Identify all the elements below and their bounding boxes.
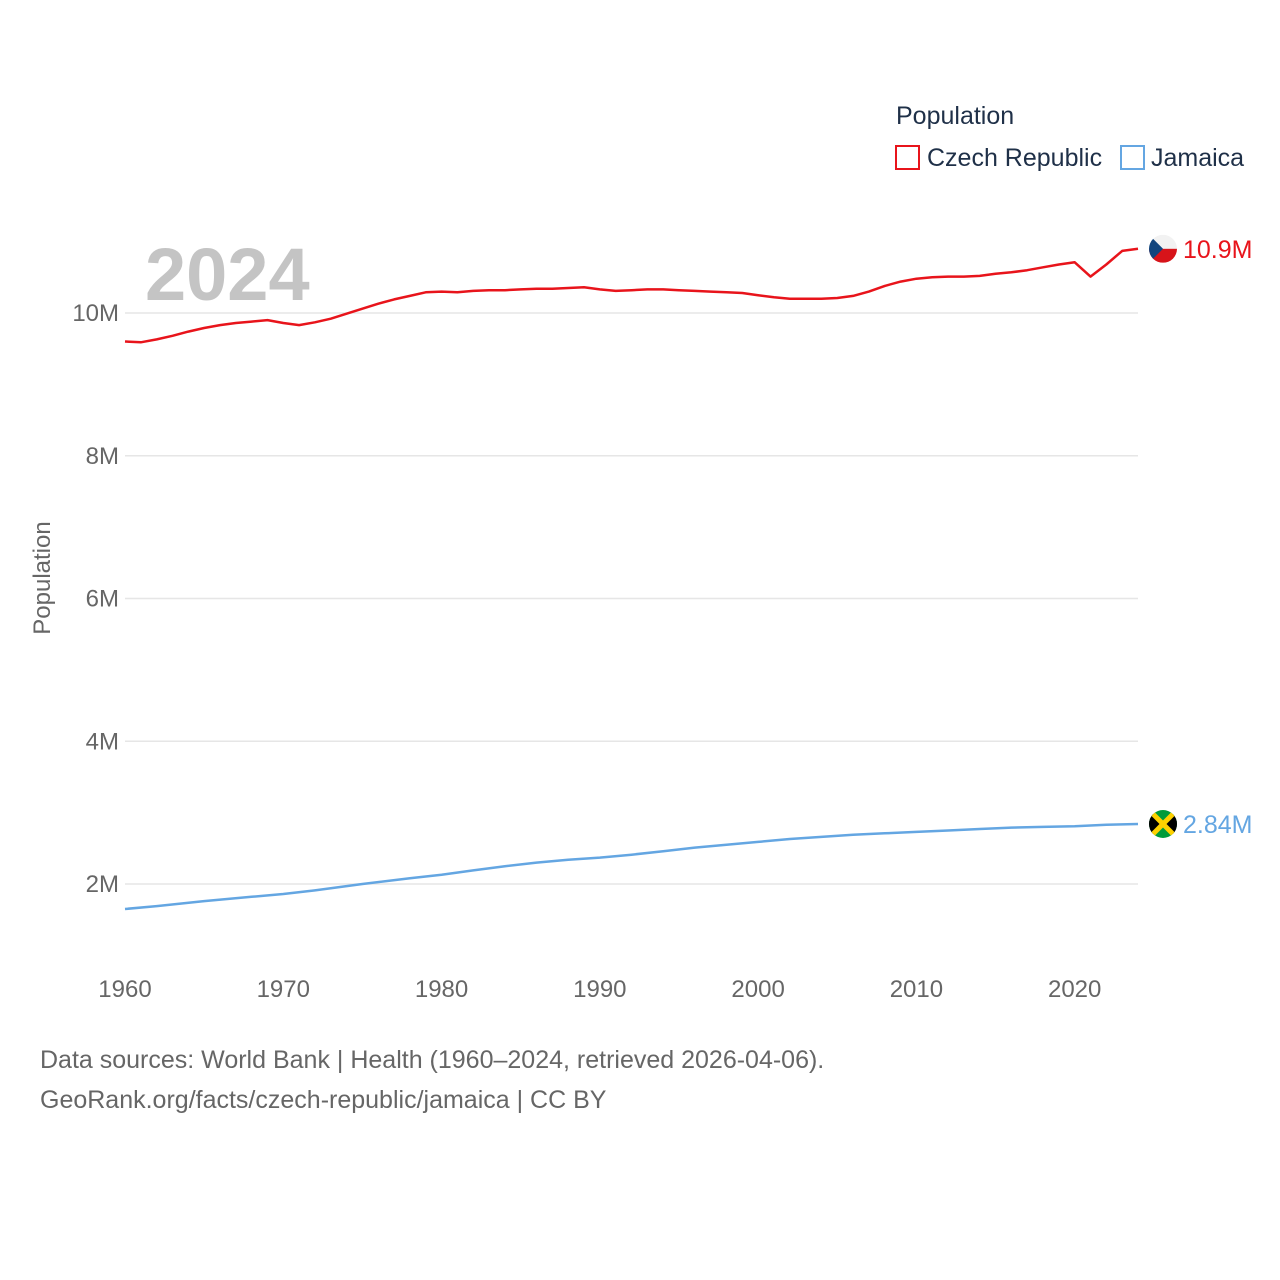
end-value-label-czech-republic: 10.9M	[1183, 236, 1252, 264]
series-line-czech-republic[interactable]	[124, 247, 1139, 344]
x-tick-label: 2020	[1048, 976, 1101, 1003]
legend-item-czech-republic[interactable]: Czech Republic	[895, 144, 1102, 172]
y-tick-label: 4M	[86, 728, 119, 755]
x-tick-label: 1960	[98, 976, 151, 1003]
x-tick-label: 1970	[257, 976, 310, 1003]
legend-swatch-czech-republic	[895, 145, 920, 170]
credit-link[interactable]: GeoRank.org/facts/czech-republic/jamaica…	[40, 1086, 607, 1114]
series-line-jamaica[interactable]	[124, 822, 1139, 911]
end-value-label-jamaica: 2.84M	[1183, 811, 1252, 839]
legend-label-czech-republic: Czech Republic	[927, 144, 1102, 172]
footer: Data sources: World Bank | Health (1960–…	[40, 1040, 824, 1120]
y-axis-title: Population	[29, 521, 56, 634]
x-tick-label: 1990	[573, 976, 626, 1003]
grid-lines	[125, 312, 1138, 885]
data-sources-text: Data sources: World Bank | Health (1960–…	[40, 1046, 825, 1074]
legend[interactable]: Population Czech Republic Jamaica	[895, 102, 1244, 172]
y-axis-ticks: 2M 4M 6M 8M 10M	[72, 300, 119, 898]
y-tick-label: 8M	[86, 443, 119, 470]
jamaica-flag-icon	[1149, 810, 1177, 838]
legend-item-jamaica[interactable]: Jamaica	[1120, 144, 1244, 172]
year-label: 2024	[145, 233, 310, 316]
x-tick-label: 2010	[890, 976, 943, 1003]
legend-label-jamaica: Jamaica	[1151, 144, 1244, 172]
y-tick-label: 6M	[86, 586, 119, 613]
y-tick-label: 10M	[72, 300, 119, 327]
czech-flag-icon	[1149, 234, 1177, 263]
x-tick-label: 2000	[731, 976, 784, 1003]
legend-title: Population	[896, 102, 1014, 130]
y-tick-label: 2M	[86, 871, 119, 898]
x-tick-label: 1980	[415, 976, 468, 1003]
x-axis-ticks: 1960 1970 1980 1990 2000 2010 2020	[98, 976, 1101, 1003]
legend-swatch-jamaica	[1120, 145, 1145, 170]
series-lines	[124, 247, 1139, 911]
